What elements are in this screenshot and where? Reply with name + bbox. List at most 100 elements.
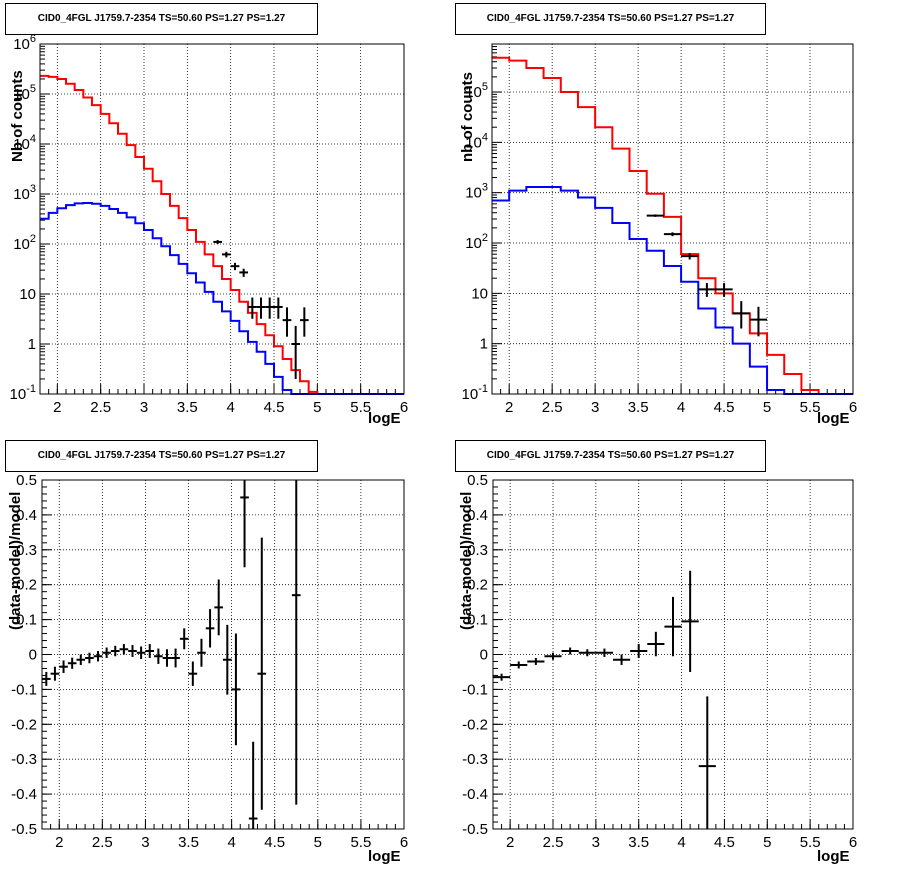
x-tick-label: 5.5 <box>350 399 371 416</box>
y-tick-label: 0.4 <box>467 507 488 524</box>
plot-frame-border <box>39 43 405 395</box>
data-point <box>265 297 274 319</box>
total-model-line <box>492 56 853 395</box>
chart-svg-bottom-left: 2 2.5 3 3.5 4 4.5 5 5.5 6 -0.5 -0.4 -0.3 -0.2 -0.1 0 0.… <box>11 472 408 851</box>
residuals-point <box>231 633 241 746</box>
chart-title-bottom-right: CID0_4FGL J1759.7-2354 TS=50.60 PS=1.27 … <box>455 440 766 472</box>
y-tick-label: 102 <box>465 232 488 252</box>
y-tick-label: 10-1 <box>10 383 36 403</box>
x-tick-label: 4.5 <box>264 834 285 851</box>
y-tick-label: 104 <box>465 131 488 151</box>
x-tick-label: 6 <box>400 834 408 851</box>
residuals-point <box>154 648 163 664</box>
y-tick-label: 0 <box>480 647 488 664</box>
residuals-point <box>291 480 301 805</box>
residuals-point <box>102 647 111 658</box>
data-point <box>715 283 733 297</box>
residuals-point <box>561 647 579 655</box>
data-point <box>230 262 240 271</box>
residuals-point <box>119 644 129 655</box>
residuals-point <box>42 671 51 686</box>
y-tick-label: -0.3 <box>11 751 37 768</box>
x-tick-label: 4.5 <box>714 834 735 851</box>
plot-frame <box>39 43 405 395</box>
x-axis-label-top-left: logE <box>368 410 401 427</box>
residuals-point <box>664 596 682 657</box>
residuals-point <box>205 609 215 648</box>
x-tick-label: 2.5 <box>90 399 111 416</box>
x-tick-label: 2.5 <box>92 834 113 851</box>
x-tick-label: 3 <box>591 399 599 416</box>
y-tick-label: -0.3 <box>462 751 488 768</box>
residuals-point <box>493 673 511 681</box>
residuals-point <box>240 480 249 568</box>
y-tick-label: 102 <box>13 233 36 253</box>
x-tick-label: 3.5 <box>628 834 649 851</box>
chart-panel-top-left: 2 2.5 3 3.5 4 4.5 5 5.5 6 10-1 1 10 102 103 104 105 106 … <box>0 0 449 437</box>
residuals-point <box>171 648 180 668</box>
plot-frame-border <box>41 479 405 830</box>
total-model-line <box>40 74 404 395</box>
y-tick-label: 0.2 <box>467 577 488 594</box>
x-tick-label: 5.5 <box>800 834 821 851</box>
x-tick-label: 5 <box>313 399 321 416</box>
y-tick-label: 0.5 <box>467 472 488 489</box>
y-tick-label: 0.3 <box>16 542 37 559</box>
residuals-point <box>67 657 77 669</box>
residuals-point <box>595 648 613 657</box>
y-tick-label: 0.5 <box>16 472 37 489</box>
x-tick-label: 2 <box>53 399 61 416</box>
x-tick-label: 6 <box>849 834 857 851</box>
y-tick-label: 1 <box>28 336 36 353</box>
data-point <box>300 307 309 337</box>
residuals-point <box>110 645 120 657</box>
residuals-point <box>188 661 198 686</box>
x-tick-label: 3.5 <box>178 834 199 851</box>
chart-panel-bottom-right: 2 2.5 3 3.5 4 4.5 5 5.5 6 -0.5 -0.4 -0.3 -0.2 -0.1 0 0.… <box>449 437 898 874</box>
y-tick-label: -0.2 <box>11 716 37 733</box>
chart-svg-top-right: 2 2.5 3 3.5 4 4.5 5 5.5 6 10-1 1 10 102 103 104 105 <box>462 43 857 416</box>
y-tick-label: -0.2 <box>462 716 488 733</box>
x-tick-label: 5.5 <box>800 399 821 416</box>
plot-frame-border <box>492 479 854 830</box>
residuals-point <box>698 696 716 829</box>
x-tick-label: 4 <box>677 399 685 416</box>
x-tick-label: 4 <box>226 399 234 416</box>
x-axis-label-bottom-left: logE <box>368 848 401 865</box>
x-tick-label: 4 <box>227 834 235 851</box>
y-axis-label-bottom-left: (data-model)/model <box>7 491 24 630</box>
x-tick-label: 3 <box>140 399 148 416</box>
residuals-point <box>93 651 103 662</box>
y-tick-label: 105 <box>465 81 488 101</box>
y-tick-label: 0.3 <box>467 542 488 559</box>
source-model-line <box>492 185 853 395</box>
residuals-point <box>50 666 60 681</box>
residuals-point <box>179 628 189 650</box>
chart-title-top-right: CID0_4FGL J1759.7-2354 TS=50.60 PS=1.27 … <box>455 3 766 35</box>
residuals-point <box>59 660 68 673</box>
chart-title-bottom-left: CID0_4FGL J1759.7-2354 TS=50.60 PS=1.27 … <box>5 440 318 472</box>
x-tick-label: 3 <box>141 834 149 851</box>
x-tick-label: 2 <box>55 834 63 851</box>
data-point <box>646 214 664 217</box>
residuals-point <box>647 631 665 657</box>
y-tick-label: 0.4 <box>16 507 37 524</box>
y-tick-label: 1 <box>480 336 488 353</box>
y-axis-label-top-left: Nb of counts <box>9 70 26 162</box>
residuals-point <box>214 579 223 636</box>
y-tick-label: 104 <box>13 133 36 153</box>
residuals-point <box>248 741 258 829</box>
y-tick-label: -0.5 <box>11 821 37 838</box>
data-point <box>248 297 257 319</box>
residuals-point <box>681 570 699 672</box>
y-tick-label: 103 <box>13 183 36 203</box>
y-axis-label-bottom-right: (data-model)/model <box>458 491 475 630</box>
x-tick-label: 6 <box>849 399 857 416</box>
residuals-point <box>578 649 596 657</box>
x-axis-label-bottom-right: logE <box>817 848 850 865</box>
x-tick-label: 3.5 <box>628 399 649 416</box>
data-point <box>698 283 716 297</box>
data-point <box>239 268 248 277</box>
residuals-point <box>257 537 267 810</box>
residuals-point <box>136 646 146 660</box>
